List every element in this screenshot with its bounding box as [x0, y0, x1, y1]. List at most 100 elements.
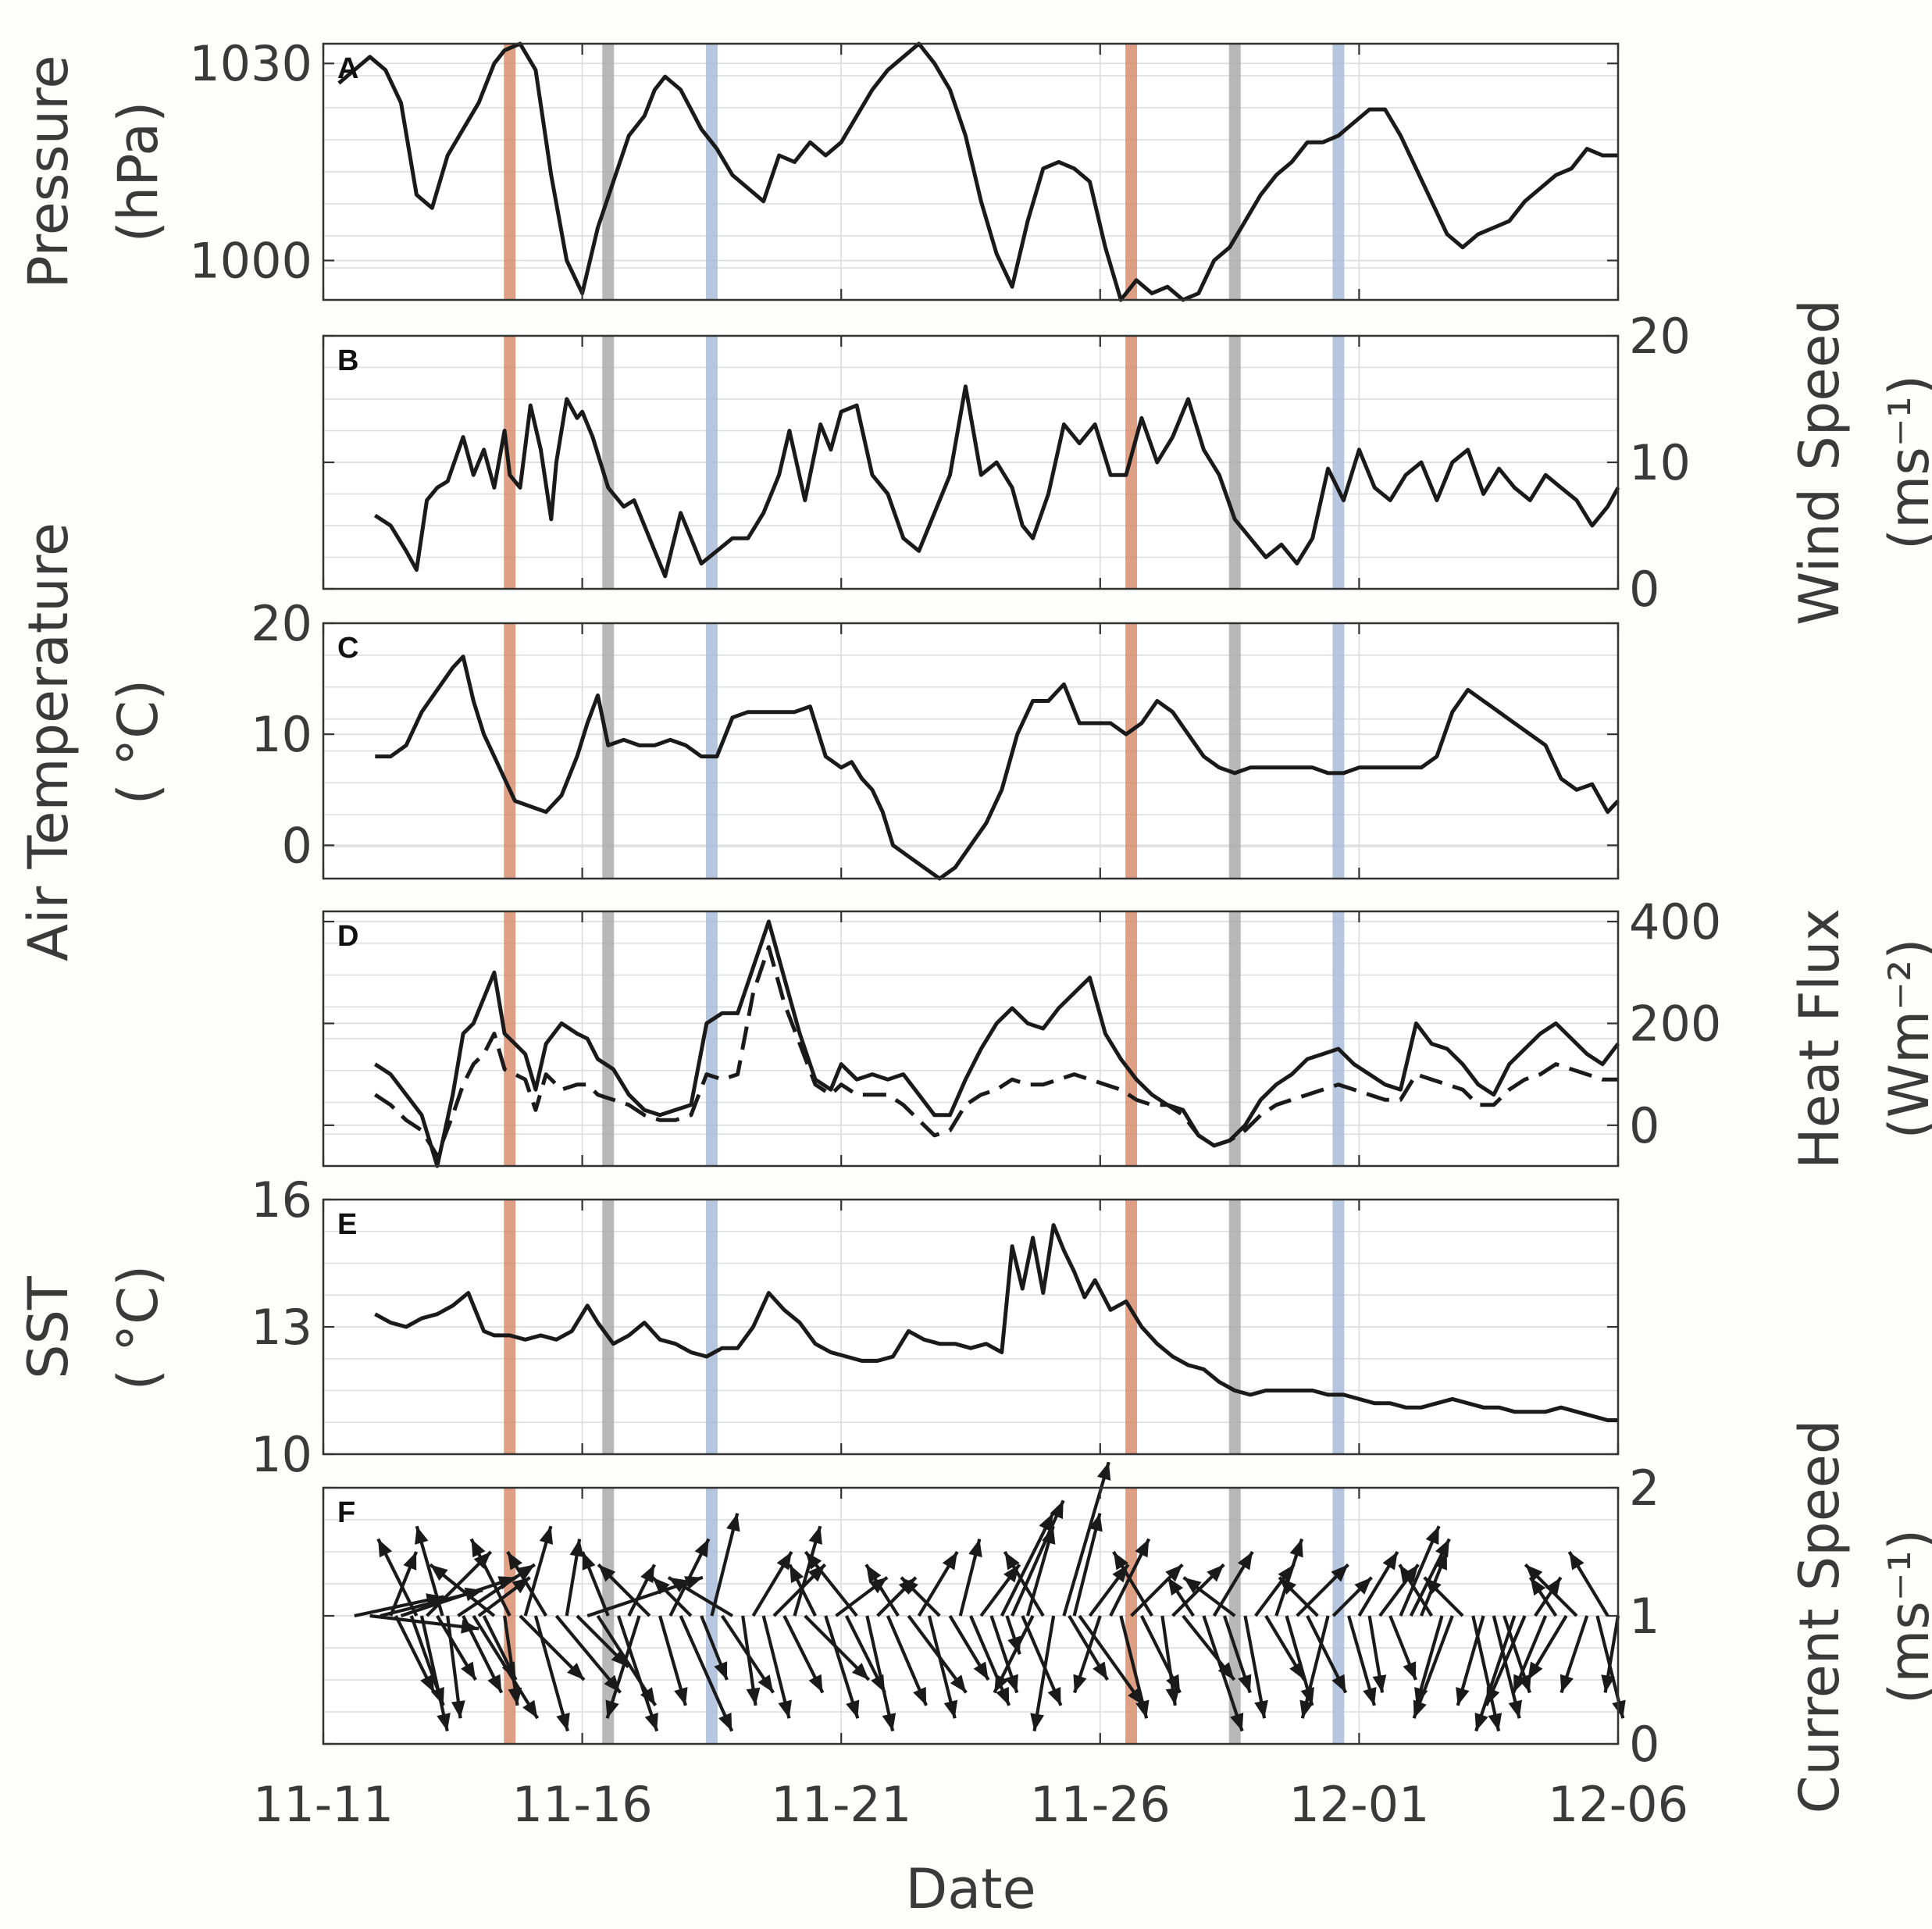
arrow-head: [901, 1577, 918, 1595]
current-vector-arrow: [1299, 1615, 1330, 1719]
arrow-head: [539, 1526, 554, 1545]
current-vector-arrow: [1357, 1550, 1399, 1617]
arrow-head: [1354, 1577, 1372, 1595]
current-vector-arrow: [1222, 1615, 1252, 1694]
arrow-head: [1042, 1526, 1056, 1545]
current-vector-arrow: [917, 1550, 959, 1617]
arrow-shaft: [1000, 1512, 1055, 1617]
arrow-shaft: [1119, 1615, 1149, 1719]
current-vector-arrow: [1567, 1550, 1609, 1617]
y-tick-label: 400: [1629, 893, 1721, 950]
arrow-head: [943, 1699, 958, 1719]
current-vector-arrow: [1474, 1615, 1517, 1732]
arrow-head: [1207, 1564, 1224, 1582]
arrow-shaft: [865, 1615, 895, 1732]
panel-a: 1030 1000 A: [189, 35, 1620, 302]
arrow-head: [1363, 1687, 1377, 1706]
arrow-shaft: [1032, 1615, 1056, 1731]
arrow-head: [746, 1687, 761, 1706]
current-vector-arrow: [1112, 1550, 1153, 1617]
arrow-head: [1047, 1687, 1061, 1706]
panel-c: 20 10 0 C: [251, 595, 1620, 881]
arrow-head: [430, 1564, 448, 1581]
arrow-head: [1004, 1674, 1018, 1693]
current-vector-arrow: [1398, 1564, 1434, 1617]
current-vector-arrow: [1601, 1615, 1620, 1693]
arrow-head: [567, 1663, 585, 1680]
arrow-head: [1073, 1674, 1087, 1693]
y-tick-label: 10: [251, 706, 312, 763]
arrow-head: [714, 1661, 728, 1680]
current-vector-arrow: [597, 1563, 651, 1617]
current-vector-arrow: [1003, 1550, 1045, 1617]
x-tick-label: 11-26: [1030, 1776, 1171, 1833]
arrow-head: [1289, 1539, 1303, 1558]
current-vector-arrow: [1202, 1615, 1244, 1732]
arrow-head: [1279, 1577, 1297, 1595]
arrow-head: [790, 1564, 804, 1584]
current-vector-arrow: [864, 1564, 900, 1617]
arrow-head: [1508, 1699, 1523, 1719]
arrow-shaft: [761, 1615, 791, 1719]
arrow-head: [851, 1663, 869, 1680]
y-axis-title: ( °C): [106, 679, 170, 805]
arrow-head: [1569, 1552, 1584, 1571]
panel-d: 400 200 0 D: [322, 893, 1721, 1168]
current-vector-arrow: [605, 1615, 641, 1719]
arrow-head: [718, 1712, 733, 1731]
arrow-head: [694, 1539, 709, 1558]
current-vector-arrow: [1011, 1499, 1065, 1617]
current-vector-arrow: [1021, 1615, 1063, 1706]
arrow-head: [1254, 1699, 1268, 1719]
current-vector-arrow: [1072, 1513, 1103, 1617]
arrow-head: [973, 1661, 989, 1680]
arrow-shaft: [617, 1615, 659, 1732]
axes-frame: [322, 622, 1620, 880]
current-vector-arrow: [1524, 1563, 1578, 1617]
arrow-shaft: [1474, 1615, 1517, 1732]
panel-letter: A: [337, 52, 358, 85]
arrow-head: [757, 1674, 774, 1693]
arrow-shaft: [533, 1615, 569, 1732]
arrow-head: [1382, 1552, 1398, 1571]
current-vector-arrow: [1526, 1614, 1568, 1681]
current-vector-arrow: [1492, 1615, 1523, 1719]
series-line-solid: [337, 41, 1618, 302]
arrow-head: [1601, 1674, 1616, 1693]
current-vector-arrow: [865, 1615, 896, 1732]
current-vector-arrow: [1528, 1576, 1558, 1617]
current-vector-arrow: [679, 1615, 734, 1732]
current-vector-arrow: [462, 1615, 504, 1694]
current-vector-arrow: [503, 1615, 522, 1706]
arrow-head: [808, 1674, 823, 1693]
arrow-head: [415, 1526, 429, 1545]
arrow-head: [652, 1577, 670, 1595]
y-tick-label: 1000: [189, 233, 312, 290]
arrow-head: [569, 1539, 584, 1557]
arrow-head: [378, 1539, 393, 1558]
arrow-head: [1530, 1577, 1546, 1596]
current-vector-arrow: [415, 1525, 444, 1617]
x-axis-title: Date: [905, 1857, 1036, 1921]
arrow-head: [882, 1713, 896, 1731]
current-vector-arrow: [793, 1525, 822, 1617]
arrow-head: [644, 1712, 658, 1731]
y-axis-title: (Wm⁻²): [1877, 938, 1932, 1139]
current-vector-arrow: [1331, 1576, 1373, 1617]
current-vector-arrow: [886, 1615, 929, 1706]
arrow-head: [1399, 1564, 1415, 1583]
current-vector-arrow: [533, 1615, 570, 1732]
y-axis-title: ( °C): [106, 1265, 170, 1391]
axes-frame: [322, 910, 1620, 1168]
arrow-head: [1486, 1687, 1500, 1706]
arrow-head: [1113, 1552, 1128, 1571]
arrow-head: [471, 1539, 486, 1558]
arrow-shaft: [710, 1513, 740, 1617]
arrow-head: [808, 1526, 822, 1545]
arrow-head: [668, 1577, 687, 1592]
current-vector-arrow: [429, 1563, 496, 1617]
current-vector-arrow: [436, 1614, 477, 1681]
y-axis-title: SST: [16, 1276, 80, 1379]
current-vector-arrow: [565, 1539, 584, 1617]
